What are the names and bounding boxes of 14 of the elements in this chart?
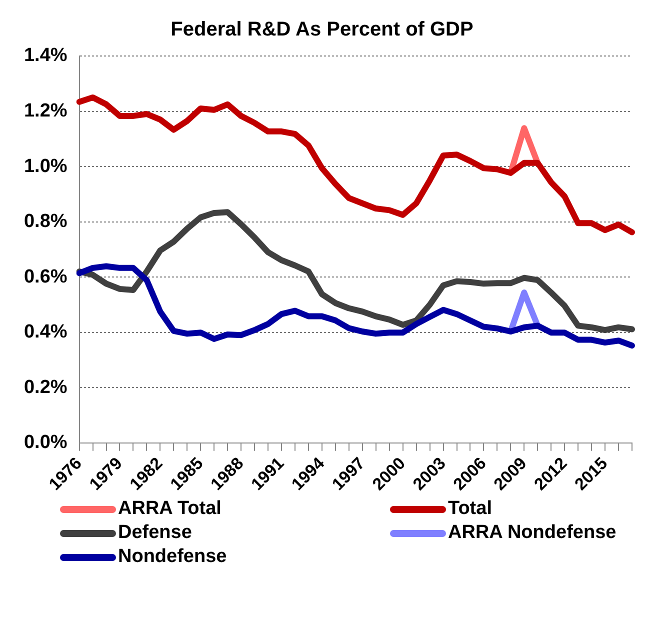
y-tick-label: 1.2%: [24, 100, 68, 122]
legend-label: Total: [448, 498, 492, 520]
y-tick-label: 1.0%: [24, 156, 68, 177]
y-tick-label: 0.0%: [24, 432, 68, 454]
legend-label: ARRA Nondefense: [448, 522, 616, 544]
y-tick-label: 0.8%: [24, 211, 68, 232]
y-tick-label: 0.6%: [24, 266, 68, 288]
y-tick-label: 0.2%: [24, 376, 68, 398]
legend-label: ARRA Total: [118, 498, 222, 520]
legend-label: Defense: [118, 522, 192, 544]
y-tick-label: 0.4%: [24, 322, 68, 343]
legend-label: Nondefense: [118, 546, 227, 568]
y-tick-label: 1.4%: [24, 45, 68, 66]
chart-title: Federal R&D As Percent of GDP: [170, 18, 474, 41]
